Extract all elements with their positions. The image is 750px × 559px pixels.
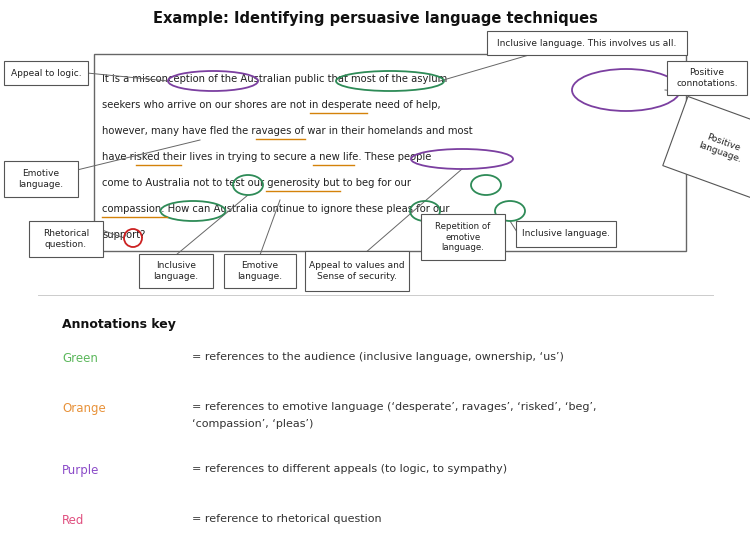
Text: support?: support?: [102, 230, 146, 240]
Text: = references to different appeals (to logic, to sympathy): = references to different appeals (to lo…: [192, 464, 507, 474]
Text: Positive
connotations.: Positive connotations.: [676, 68, 738, 88]
Text: Annotations key: Annotations key: [62, 318, 176, 331]
Text: = references to the audience (inclusive language, ownership, ‘us’): = references to the audience (inclusive …: [192, 352, 564, 362]
Text: have risked their lives in trying to secure a new life. These people: have risked their lives in trying to sec…: [102, 152, 431, 162]
Text: Appeal to logic.: Appeal to logic.: [10, 69, 81, 78]
Text: Rhetorical
question.: Rhetorical question.: [43, 229, 89, 249]
Text: Red: Red: [62, 514, 84, 527]
Text: Inclusive language. This involves us all.: Inclusive language. This involves us all…: [497, 39, 676, 48]
Text: Emotive
language.: Emotive language.: [238, 261, 283, 281]
FancyBboxPatch shape: [4, 61, 88, 85]
FancyBboxPatch shape: [667, 61, 747, 95]
FancyBboxPatch shape: [29, 221, 103, 257]
FancyBboxPatch shape: [139, 254, 213, 288]
Text: Inclusive language.: Inclusive language.: [522, 230, 610, 239]
Text: come to Australia not to test our generosity but to beg for our: come to Australia not to test our genero…: [102, 178, 411, 188]
FancyBboxPatch shape: [224, 254, 296, 288]
FancyBboxPatch shape: [516, 221, 616, 247]
FancyBboxPatch shape: [487, 31, 687, 55]
Text: Orange: Orange: [62, 402, 106, 415]
Text: however, many have fled the ravages of war in their homelands and most: however, many have fled the ravages of w…: [102, 126, 472, 136]
Text: ‘compassion’, ‘pleas’): ‘compassion’, ‘pleas’): [192, 419, 314, 429]
Text: seekers who arrive on our shores are not in desperate need of help,: seekers who arrive on our shores are not…: [102, 100, 441, 110]
FancyBboxPatch shape: [94, 54, 686, 251]
Text: Positive
language.: Positive language.: [698, 131, 746, 165]
Text: It is a misconception of the Australian public that most of the asylum: It is a misconception of the Australian …: [102, 74, 447, 84]
Text: Repetition of
emotive
language.: Repetition of emotive language.: [435, 222, 490, 252]
Text: Appeal to values and
Sense of security.: Appeal to values and Sense of security.: [309, 261, 405, 281]
Text: = reference to rhetorical question: = reference to rhetorical question: [192, 514, 382, 524]
FancyBboxPatch shape: [421, 214, 505, 260]
Text: Example: Identifying persuasive language techniques: Example: Identifying persuasive language…: [152, 11, 598, 26]
Text: Purple: Purple: [62, 464, 99, 477]
Text: Green: Green: [62, 352, 98, 365]
FancyBboxPatch shape: [305, 251, 409, 291]
FancyBboxPatch shape: [4, 161, 78, 197]
Text: Inclusive
language.: Inclusive language.: [154, 261, 199, 281]
Text: compassion. How can Australia continue to ignore these pleas for our: compassion. How can Australia continue t…: [102, 204, 449, 214]
Text: Emotive
language.: Emotive language.: [19, 169, 64, 189]
Text: = references to emotive language (‘desperate’, ravages’, ‘risked’, ‘beg’,: = references to emotive language (‘despe…: [192, 402, 596, 412]
